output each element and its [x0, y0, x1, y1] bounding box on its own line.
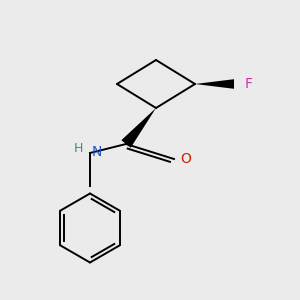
- Polygon shape: [122, 108, 156, 148]
- Text: H: H: [74, 142, 83, 155]
- Polygon shape: [195, 79, 234, 89]
- Text: F: F: [244, 77, 253, 91]
- Text: O: O: [180, 152, 191, 166]
- Text: N: N: [92, 145, 102, 158]
